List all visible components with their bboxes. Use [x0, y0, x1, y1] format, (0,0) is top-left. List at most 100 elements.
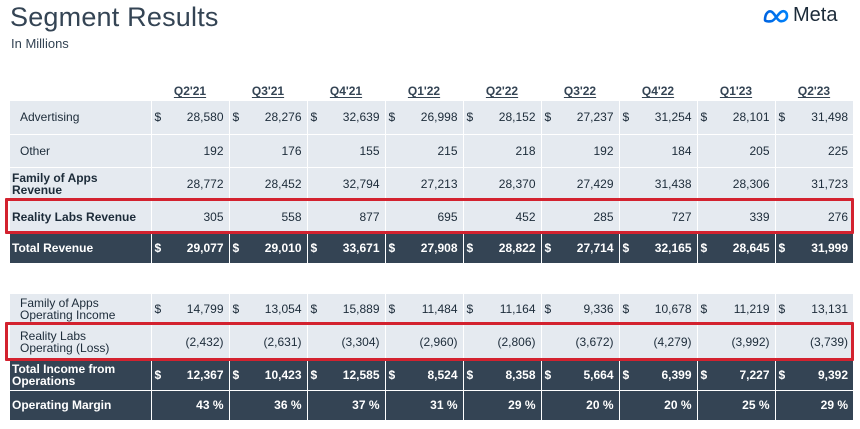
row-label: Family of Apps Operating Income — [10, 294, 151, 325]
currency-symbol: $ — [384, 233, 399, 264]
currency-symbol — [540, 324, 555, 360]
currency-symbol: $ — [774, 359, 789, 391]
meta-logo-text: Meta — [793, 4, 838, 26]
currency-symbol: $ — [540, 359, 555, 391]
currency-symbol: $ — [540, 233, 555, 264]
currency-symbol: $ — [228, 233, 243, 264]
cell-value: (3,304) — [321, 324, 385, 360]
cell-value: 184 — [633, 134, 697, 168]
cell-value: 176 — [243, 134, 307, 168]
currency-symbol: $ — [306, 359, 321, 391]
cell-value: 28,306 — [711, 167, 775, 201]
currency-symbol: $ — [696, 294, 711, 325]
cell-value: 27,213 — [399, 167, 463, 201]
cell-value: 305 — [165, 200, 229, 234]
currency-symbol: $ — [150, 294, 165, 325]
currency-symbol: $ — [228, 101, 243, 135]
currency-symbol — [228, 324, 243, 360]
column-header-label: Q3'22 — [563, 84, 597, 98]
currency-symbol: $ — [150, 233, 165, 264]
column-header-label: Q1'23 — [719, 84, 753, 98]
cell-value: 15,889 — [321, 294, 385, 325]
currency-symbol — [150, 324, 165, 360]
cell-value: 28,772 — [165, 167, 229, 201]
cell-value: 13,054 — [243, 294, 307, 325]
row-label: Reality Labs Operating (Loss) — [10, 324, 151, 360]
currency-symbol — [462, 167, 477, 201]
table-row: Operating Margin 43 % 36 % 37 % 31 % 29 % 20 %… — [10, 390, 853, 421]
currency-symbol: $ — [540, 294, 555, 325]
currency-symbol — [774, 167, 789, 201]
table-row: Reality Labs Revenue 305 558 877 695 452 285 72… — [10, 200, 853, 234]
revenue-table: Advertising $28,580 $28,276 $32,639 $26,998 $… — [10, 101, 853, 264]
cell-value: 20 % — [633, 390, 697, 421]
column-header: Q1'22 — [385, 78, 463, 98]
currency-symbol: $ — [462, 233, 477, 264]
currency-symbol — [774, 134, 789, 168]
cell-value: 12,585 — [321, 359, 385, 391]
cell-value: 218 — [477, 134, 541, 168]
currency-symbol: $ — [150, 359, 165, 391]
currency-symbol: $ — [774, 233, 789, 264]
cell-value: 11,484 — [399, 294, 463, 325]
currency-symbol — [150, 167, 165, 201]
currency-symbol — [696, 134, 711, 168]
cell-value: 7,227 — [711, 359, 775, 391]
cell-value: 14,799 — [165, 294, 229, 325]
column-header-label: Q2'21 — [173, 84, 207, 98]
cell-value: 225 — [789, 134, 853, 168]
column-header: Q3'22 — [541, 78, 619, 98]
cell-value: 6,399 — [633, 359, 697, 391]
currency-symbol — [618, 200, 633, 234]
cell-value: 28,152 — [477, 101, 541, 135]
currency-symbol — [462, 324, 477, 360]
cell-value: (2,432) — [165, 324, 229, 360]
currency-symbol: $ — [696, 101, 711, 135]
cell-value: 31,723 — [789, 167, 853, 201]
cell-value: 285 — [555, 200, 619, 234]
currency-symbol — [384, 167, 399, 201]
column-header: Q1'23 — [697, 78, 775, 98]
cell-value: 695 — [399, 200, 463, 234]
currency-symbol: $ — [306, 101, 321, 135]
cell-value: 43 % — [165, 390, 229, 421]
cell-value: 25 % — [711, 390, 775, 421]
cell-value: 727 — [633, 200, 697, 234]
cell-value: 20 % — [555, 390, 619, 421]
cell-value: 276 — [789, 200, 853, 234]
currency-symbol — [696, 390, 711, 421]
currency-symbol — [150, 390, 165, 421]
column-header: Q2'21 — [151, 78, 229, 98]
row-label: Total Income from Operations — [10, 359, 151, 391]
currency-symbol: $ — [462, 359, 477, 391]
cell-value: 29,010 — [243, 233, 307, 264]
cell-value: 28,452 — [243, 167, 307, 201]
currency-symbol — [306, 134, 321, 168]
cell-value: 32,794 — [321, 167, 385, 201]
cell-value: 192 — [165, 134, 229, 168]
column-header: Q4'22 — [619, 78, 697, 98]
table-row: Total Revenue $29,077 $29,010 $33,671 $27,90… — [10, 233, 853, 264]
currency-symbol — [774, 324, 789, 360]
column-header-label: Q1'22 — [407, 84, 441, 98]
currency-symbol — [696, 324, 711, 360]
currency-symbol: $ — [384, 359, 399, 391]
cell-value: 339 — [711, 200, 775, 234]
cell-value: (2,631) — [243, 324, 307, 360]
cell-value: 192 — [555, 134, 619, 168]
column-header-label: Q2'22 — [485, 84, 519, 98]
cell-value: 29 % — [477, 390, 541, 421]
currency-symbol: $ — [696, 359, 711, 391]
currency-symbol — [540, 167, 555, 201]
cell-value: 10,423 — [243, 359, 307, 391]
currency-symbol — [384, 324, 399, 360]
currency-symbol: $ — [306, 294, 321, 325]
currency-symbol — [540, 390, 555, 421]
cell-value: 9,336 — [555, 294, 619, 325]
cell-value: 9,392 — [789, 359, 853, 391]
cell-value: 31 % — [399, 390, 463, 421]
cell-value: 27,429 — [555, 167, 619, 201]
cell-value: 12,367 — [165, 359, 229, 391]
currency-symbol: $ — [462, 294, 477, 325]
currency-symbol — [618, 390, 633, 421]
